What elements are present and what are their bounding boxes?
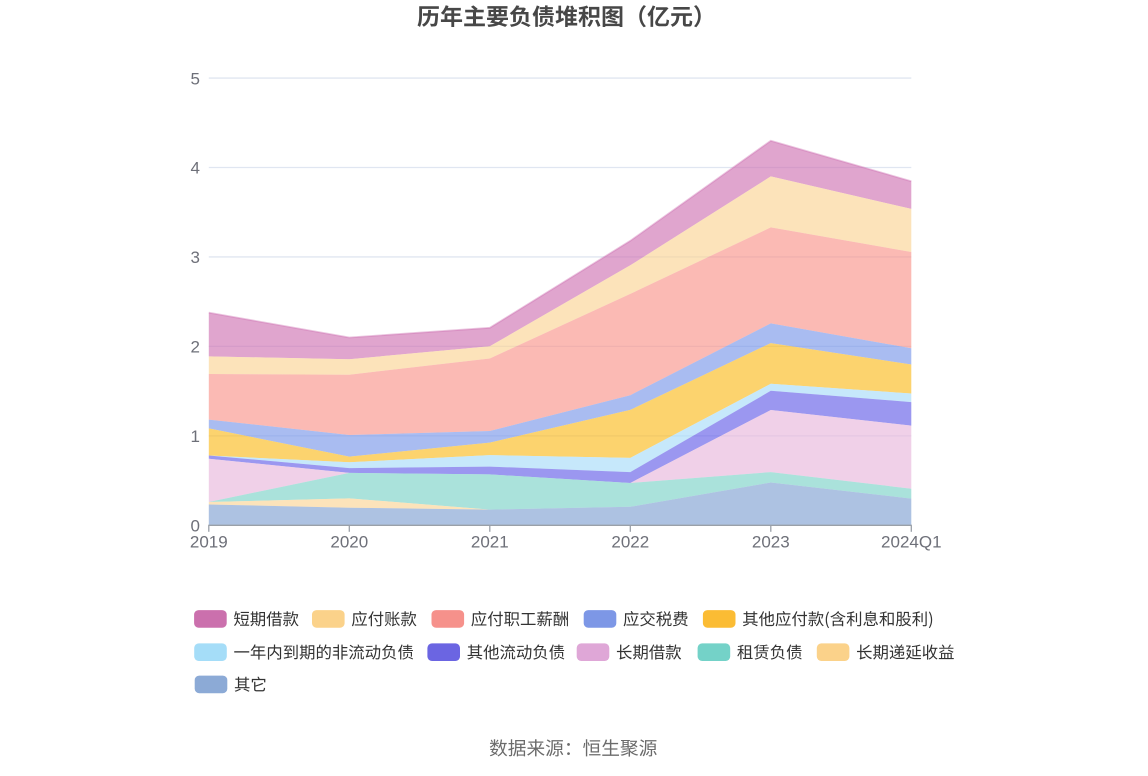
svg-text:4: 4 [191, 159, 200, 178]
svg-text:2023: 2023 [752, 533, 790, 552]
svg-text:2021: 2021 [471, 533, 509, 552]
svg-text:2022: 2022 [611, 533, 649, 552]
svg-text:2020: 2020 [330, 533, 368, 552]
svg-text:2: 2 [191, 338, 200, 357]
svg-text:1: 1 [191, 427, 200, 446]
svg-text:0: 0 [191, 517, 200, 536]
svg-text:3: 3 [191, 248, 200, 267]
svg-text:2019: 2019 [190, 533, 228, 552]
svg-text:5: 5 [191, 69, 200, 88]
svg-text:2024Q1: 2024Q1 [881, 533, 942, 552]
